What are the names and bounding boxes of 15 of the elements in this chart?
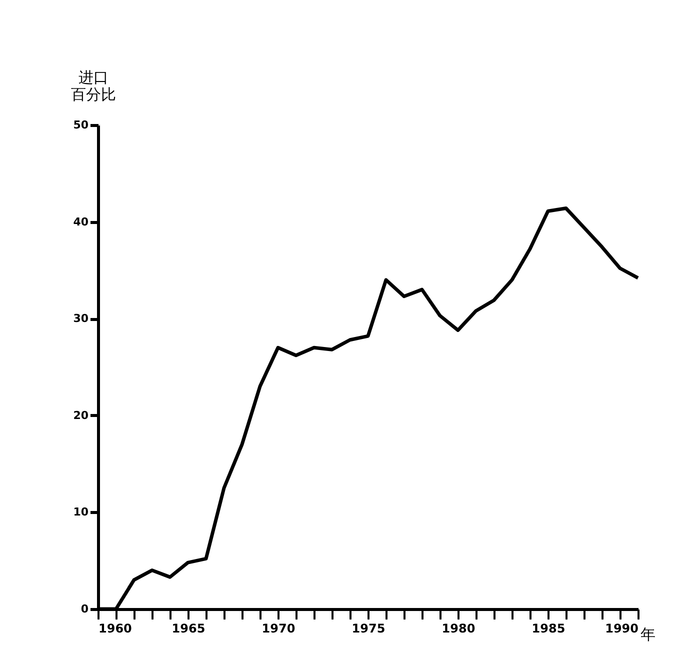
x-tick-label: 1965 [172, 622, 206, 636]
y-tick-label: 50 [73, 118, 89, 132]
x-tick-label: 1970 [262, 622, 296, 636]
x-tick-label: 1960 [98, 622, 132, 636]
y-tick-label: 20 [73, 408, 89, 422]
y-tick-label: 30 [73, 312, 89, 326]
y-tick-label: 40 [73, 215, 89, 228]
x-tick-label: 1975 [352, 622, 386, 636]
x-axis-title: 年 [640, 626, 656, 644]
y-axis-title: 进口百分比 [71, 68, 116, 104]
y-tick-label: 10 [73, 506, 89, 519]
x-tick-label: 1980 [442, 622, 476, 636]
x-tick-label: 1985 [532, 622, 566, 636]
x-tick-label: 1990 [605, 622, 638, 636]
y-tick-label: 0 [80, 602, 89, 616]
